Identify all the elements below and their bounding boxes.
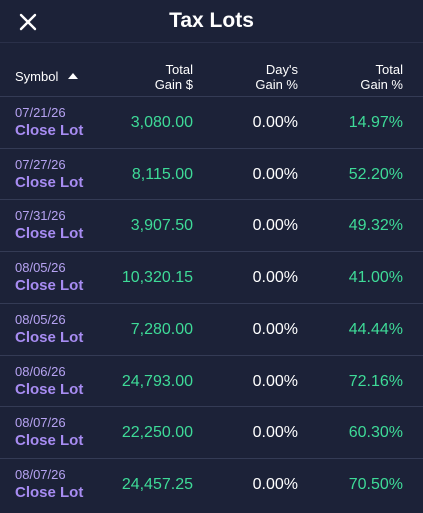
total-gain: 7,280.00 — [130, 320, 193, 338]
sort-arrow — [68, 73, 78, 79]
day-gain-pct: 0.00% — [252, 269, 298, 287]
lot-date: 08/05/26 — [15, 260, 66, 276]
day-gain-pct: 0.00% — [252, 217, 298, 235]
day-gain-pct: 0.00% — [252, 114, 298, 131]
total-gain-pct: 14.97% — [348, 114, 403, 131]
total-gain-pct: 44.44% — [348, 320, 403, 338]
total-gain-pct: 49.32% — [348, 217, 403, 235]
column-header: Total — [375, 62, 403, 77]
day-gain-pct: 0.00% — [252, 320, 298, 338]
day-gain-pct: 0.00% — [252, 165, 298, 183]
column-header: Gain $ — [154, 77, 193, 92]
row-divider — [0, 457, 423, 459]
row-divider — [0, 302, 423, 304]
total-gain: 10,320.15 — [121, 269, 193, 287]
lot-date: 08/07/26 — [15, 415, 66, 431]
lot-date: 08/07/26 — [15, 466, 66, 482]
close-lot-link[interactable]: Close Lot — [15, 483, 84, 501]
close-lot-link[interactable]: Close Lot — [15, 432, 84, 450]
day-gain-pct: 0.00% — [252, 424, 298, 442]
lot-date: 07/21/26 — [15, 105, 66, 120]
column-header: Day's — [265, 62, 298, 77]
close-button[interactable] — [18, 12, 38, 32]
row-divider — [0, 406, 423, 408]
header-divider — [0, 42, 423, 43]
total-gain: 22,250.00 — [121, 424, 193, 442]
total-gain: 24,793.00 — [121, 372, 193, 390]
lot-date: 07/27/26 — [15, 156, 66, 172]
total-gain: 24,457.25 — [121, 475, 193, 493]
close-lot-link[interactable]: Close Lot — [15, 225, 84, 243]
total-gain-pct: 72.16% — [348, 372, 403, 390]
lot-date: 08/05/26 — [15, 311, 66, 327]
column-header: Gain % — [360, 77, 403, 92]
total-gain: 3,080.00 — [130, 114, 193, 131]
row-divider — [0, 251, 423, 253]
row-divider — [0, 147, 423, 149]
day-gain-pct: 0.00% — [252, 372, 298, 390]
row-divider — [0, 96, 423, 97]
total-gain-pct: 60.30% — [348, 424, 403, 442]
total-gain: 3,907.50 — [130, 217, 193, 235]
column-header: Gain % — [255, 77, 298, 92]
total-gain-pct: 52.20% — [348, 165, 403, 183]
close-lot-link[interactable]: Close Lot — [15, 277, 84, 295]
day-gain-pct: 0.00% — [252, 475, 298, 493]
lot-date: 07/31/26 — [15, 208, 66, 224]
total-gain: 8,115.00 — [131, 165, 193, 183]
column-header: Total — [165, 62, 193, 77]
row-divider — [0, 354, 423, 356]
total-gain-pct: 41.00% — [348, 269, 403, 287]
close-lot-link[interactable]: Close Lot — [15, 173, 84, 191]
total-gain-pct: 70.50% — [348, 475, 403, 493]
page-title: Tax Lots — [169, 9, 254, 32]
row-divider — [0, 199, 423, 201]
close-lot-link[interactable]: Close Lot — [15, 380, 84, 398]
close-lot-link[interactable]: Close Lot — [15, 328, 84, 346]
column-header[interactable]: Symbol — [15, 69, 59, 84]
close-lot-link[interactable]: Close Lot — [15, 122, 84, 139]
lot-date: 08/06/26 — [15, 363, 66, 379]
